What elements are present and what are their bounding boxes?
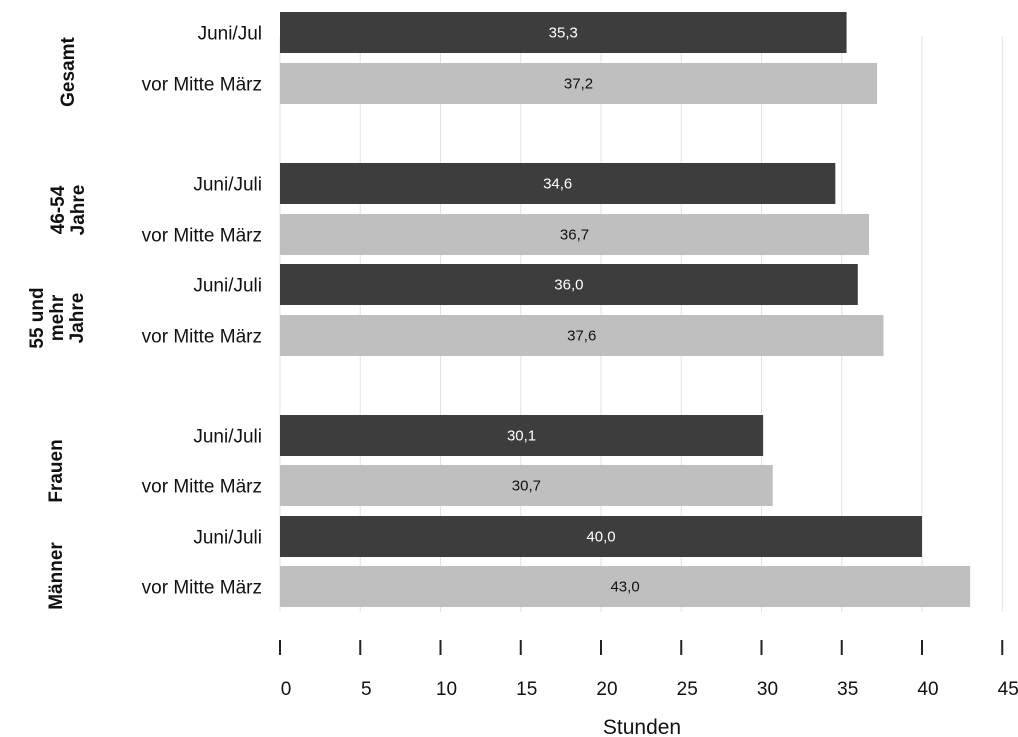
x-tick-label-35: 35 — [837, 679, 858, 700]
category-label-7: vor Mitte März — [142, 477, 262, 498]
group-label-line: 46-54 — [48, 185, 69, 234]
x-tick-label-0: 0 — [281, 679, 292, 700]
group-label-line: Gesamt — [58, 36, 79, 106]
group-label-4: Männer — [46, 542, 67, 610]
bar-4 — [280, 264, 858, 305]
bar-value-label-6: 30,1 — [507, 428, 536, 445]
bar-value-label-8: 40,0 — [586, 529, 615, 546]
group-label-line: 55 und — [27, 287, 48, 348]
bar-1 — [280, 63, 878, 104]
x-tick-label-10: 10 — [436, 679, 457, 700]
group-label-3: Frauen — [46, 439, 67, 502]
bar-9 — [280, 566, 971, 607]
group-label-2: 55 und mehr Jahre — [27, 287, 88, 348]
bar-8 — [280, 516, 922, 557]
bars: 35,3 37,2 34,6 36,7 36,0 37,6 30,1 30,7 40,0 43,0 — [280, 12, 971, 607]
bar-6 — [280, 415, 764, 456]
group-label-1: 46-54 Jahre — [48, 185, 89, 236]
x-tick-label-20: 20 — [596, 679, 617, 700]
group-label-line: Männer — [46, 542, 67, 610]
category-label-5: vor Mitte März — [142, 327, 262, 348]
category-label-2: Juni/Juli — [193, 175, 262, 196]
x-tick-label-5: 5 — [361, 679, 372, 700]
bar-0 — [280, 12, 847, 53]
category-label-6: Juni/Juli — [193, 427, 262, 448]
x-tick-label-25: 25 — [677, 679, 698, 700]
category-label-4: Juni/Juli — [193, 276, 262, 297]
category-label-0: Juni/Jul — [198, 24, 262, 45]
bar-7 — [280, 465, 773, 506]
bar-value-label-9: 43,0 — [610, 579, 639, 596]
category-label-3: vor Mitte März — [142, 226, 262, 247]
category-label-8: Juni/Juli — [193, 528, 262, 549]
bar-3 — [280, 214, 870, 255]
x-tick-label-15: 15 — [516, 679, 537, 700]
bar-value-label-0: 35,3 — [549, 25, 578, 42]
category-label-9: vor Mitte März — [142, 578, 262, 599]
bar-value-label-1: 37,2 — [564, 76, 593, 93]
bar-value-label-7: 30,7 — [512, 478, 541, 495]
bar-value-label-5: 37,6 — [567, 328, 596, 345]
x-axis-title: Stunden — [603, 716, 681, 737]
bar-value-label-2: 34,6 — [543, 176, 572, 193]
group-label-line: mehr — [47, 294, 68, 341]
group-label-0: Gesamt — [58, 36, 79, 106]
group-label-line: Jahre — [68, 185, 89, 236]
x-tick-label-30: 30 — [757, 679, 778, 700]
bar-5 — [280, 315, 884, 356]
bar-value-label-3: 36,7 — [560, 227, 589, 244]
x-axis: 0 5 10 15 20 25 30 35 40 45 — [279, 640, 1018, 700]
group-label-line: Jahre — [67, 293, 88, 344]
x-tick-label-40: 40 — [917, 679, 938, 700]
bar-2 — [280, 163, 836, 204]
category-labels: Juni/Jul vor Mitte März Juni/Juli vor Mitte… — [142, 24, 262, 599]
category-label-1: vor Mitte März — [142, 75, 262, 96]
bar-value-label-4: 36,0 — [554, 277, 583, 294]
x-tick-label-45: 45 — [998, 679, 1018, 700]
group-label-line: Frauen — [46, 439, 67, 502]
